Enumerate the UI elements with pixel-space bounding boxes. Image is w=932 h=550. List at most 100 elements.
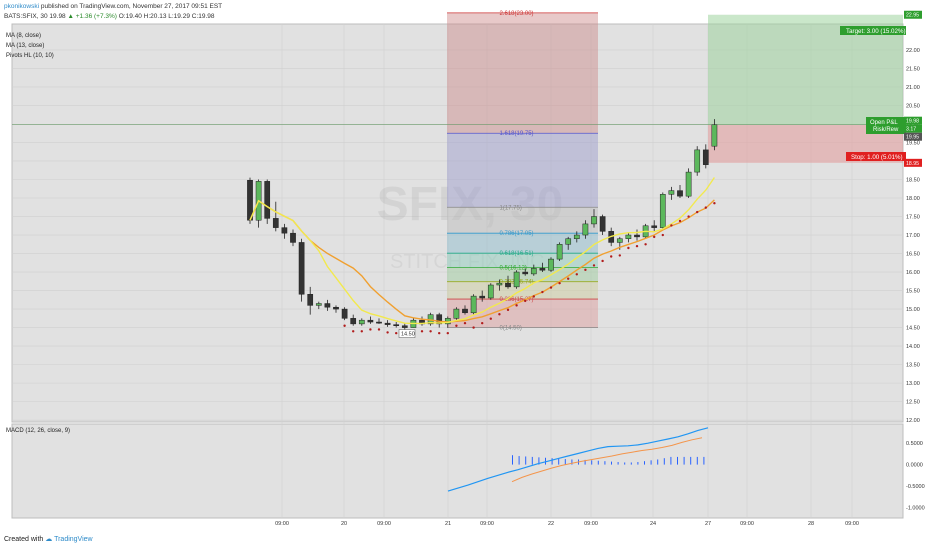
macd-histogram-bar [591, 460, 593, 465]
candle-body [599, 216, 606, 232]
entry-price-badge-text: 19.98 [906, 119, 919, 125]
pivot-low-label: 14.50 [401, 332, 415, 338]
macd-histogram-bar [545, 457, 546, 465]
time-tick-label: 09:00 [845, 521, 859, 527]
footer-created: Created with [4, 536, 44, 543]
candle-body [358, 319, 365, 325]
macd-histogram-bar [571, 459, 573, 465]
symbol-line: BATS:SFIX, 30 19.98 ▲ +1.36 (+7.3%) O:19… [4, 13, 215, 20]
candle-body [487, 284, 494, 299]
candle-body [298, 242, 305, 295]
candle-body [436, 314, 443, 325]
time-tick-label: 09:00 [584, 521, 598, 527]
fib-band [447, 207, 598, 234]
candle-body [625, 234, 632, 239]
price-tick-label: 13.00 [906, 381, 920, 387]
fib-band [447, 267, 598, 282]
macd-histogram-bar [683, 456, 685, 465]
macd-histogram-bar [611, 461, 612, 465]
fib-band [447, 12, 598, 134]
pivot-dot [360, 330, 363, 333]
stop-badge [846, 152, 906, 161]
pivot-dot [506, 308, 510, 312]
candle-body [677, 190, 683, 197]
macd-histogram-bar [512, 455, 513, 465]
candle-body [384, 322, 391, 325]
macd-histogram-bar [637, 462, 639, 465]
pivot-dot [644, 243, 647, 246]
target-price-badge-text: 22.95 [906, 13, 919, 19]
macd-label[interactable]: MACD (12, 26, close, 9) [6, 428, 71, 434]
candle-body [496, 282, 503, 286]
ohlc-values: O:19.40 H:20.13 L:19.29 C:19.98 [118, 13, 215, 20]
pivot-dot [696, 210, 699, 214]
open-pl-label: Open P&L [870, 120, 898, 126]
pivot-dot [618, 254, 621, 257]
candle-body [272, 218, 279, 228]
time-tick-label: 20 [341, 521, 347, 527]
macd-histogram-bar [703, 456, 705, 465]
pivot-dot [601, 259, 604, 263]
footer-brand[interactable]: TradingView [54, 536, 93, 543]
pivot-dot [472, 326, 475, 329]
macd-histogram-bar [670, 456, 672, 465]
tradingview-logo-icon: ☁ [45, 536, 53, 543]
macd-histogram-bar [525, 456, 527, 465]
candle-body [367, 319, 374, 323]
watermark-symbol: SFIX, 30 [377, 178, 564, 231]
candle-body [616, 238, 623, 243]
pivot-dot [481, 321, 484, 325]
pivot-dot [515, 304, 518, 307]
last-price: 19.98 [49, 13, 66, 20]
pivot-dot [446, 331, 449, 335]
pivot-dot [532, 295, 535, 298]
pivot-dot [438, 331, 441, 335]
macd-histogram-bar [531, 456, 533, 465]
pivot-dot [455, 324, 458, 327]
author-link[interactable]: pkonikowski [4, 3, 40, 10]
time-tick-label: 28 [808, 521, 814, 527]
ma13-line [249, 199, 715, 323]
pivot-dot [386, 331, 389, 334]
symbol-label: BATS:SFIX, 30 [4, 13, 48, 20]
pivot-dot [377, 328, 381, 331]
pivot-dot [567, 277, 570, 280]
indicator-ma8[interactable]: MA (8, close) [6, 33, 42, 39]
macd-histogram-bar [663, 458, 665, 465]
indicator-pivots[interactable]: Pivots HL (10, 10) [6, 53, 54, 59]
fib-level-label: 0.236(15.27) [500, 297, 534, 303]
price-tick-label: 21.00 [906, 85, 920, 91]
candle-body [470, 295, 477, 314]
pivot-dot [670, 224, 673, 227]
candle-body [350, 318, 357, 325]
pivot-dot [678, 219, 682, 223]
macd-histogram-bar [518, 456, 520, 465]
indicator-ma13[interactable]: MA (13, close) [6, 43, 45, 49]
macd-histogram-bar [538, 457, 540, 465]
pivot-dot [524, 299, 527, 303]
macd-histogram-bar [677, 456, 678, 465]
candle-body [307, 294, 314, 306]
candle-body [711, 124, 718, 147]
pivot-dot [661, 233, 664, 237]
macd-histogram-bar [617, 462, 619, 465]
time-tick-label: 21 [445, 521, 451, 527]
candle-body [513, 271, 520, 288]
pivot-dot [352, 330, 355, 333]
candle-body [281, 227, 288, 234]
macd-histogram-bar [597, 460, 599, 465]
price-tick-label: 15.00 [906, 307, 920, 313]
fib-level-label: 0.5(16.12) [500, 266, 527, 272]
fib-level-label: 0(14.50) [500, 326, 522, 332]
candle-body [591, 216, 597, 225]
publish-line: pkonikowski published on TradingView.com… [4, 3, 222, 10]
macd-histogram-bar [604, 461, 606, 465]
macd-line [447, 427, 709, 492]
risk-reward-label: Risk/Rew [873, 127, 899, 133]
pivot-dot [343, 324, 346, 327]
candle-body [556, 244, 563, 260]
last-price-badge [904, 132, 922, 141]
time-tick-label: 22 [548, 521, 554, 527]
